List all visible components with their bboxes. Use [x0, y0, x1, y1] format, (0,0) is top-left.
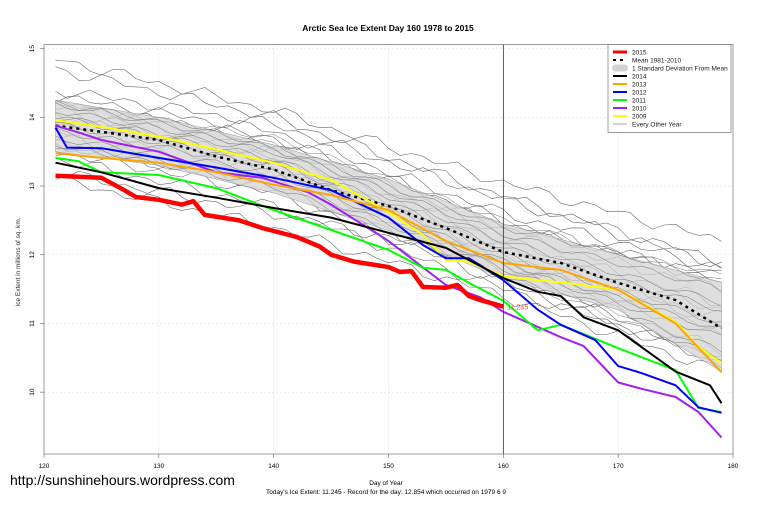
other-year-line — [55, 153, 722, 369]
y-tick-label: 15 — [29, 45, 36, 53]
x-tick-label: 130 — [153, 463, 164, 470]
legend-label: 2009 — [632, 114, 647, 121]
legend-label: 2011 — [632, 98, 646, 105]
other-year-line — [55, 89, 722, 268]
series-lines — [54, 119, 723, 439]
x-tick-label: 120 — [39, 463, 50, 470]
other-year-line — [55, 138, 722, 356]
other-year-line — [55, 95, 722, 268]
other-year-line — [55, 174, 722, 373]
y-tick-label: 13 — [29, 182, 36, 190]
y-tick-label: 12 — [29, 251, 36, 259]
series-line-2011 — [55, 156, 722, 414]
legend-label: 1 Standard Deviation From Mean — [632, 66, 728, 73]
other-year-line — [55, 102, 722, 275]
x-tick-label: 170 — [613, 463, 624, 470]
x-tick-label: 160 — [498, 463, 509, 470]
other-year-line — [55, 66, 722, 269]
series-line-2013 — [55, 152, 723, 373]
chart-title: Arctic Sea Ice Extent Day 160 1978 to 20… — [302, 23, 474, 33]
other-year-line — [55, 146, 722, 362]
y-tick-label: 14 — [29, 113, 36, 121]
legend-label: 2013 — [632, 82, 647, 89]
footnote: Today's Ice Extent: 11.245 - Record for … — [266, 489, 506, 496]
x-tick-label: 150 — [383, 463, 394, 470]
legend-swatch-band — [612, 64, 628, 72]
x-axis-label: Day of Year — [369, 480, 403, 487]
legend-box — [607, 44, 732, 133]
legend-label: Mean 1981-2010 — [632, 58, 682, 65]
legend-label: Every Other Year — [632, 122, 682, 129]
current-value-label: 11.245 — [507, 305, 528, 312]
other-year-line — [55, 112, 722, 292]
other-year-line — [55, 156, 722, 360]
y-axis-label: Ice Extent in millions of sq. km. — [15, 217, 22, 306]
axes: 120 130 140 150 160 170 180 10 11 12 13 14 15 — [29, 45, 739, 470]
legend-label: 2012 — [632, 90, 647, 97]
y-tick-label: 10 — [29, 388, 36, 396]
x-tick-label: 180 — [728, 463, 739, 470]
other-year-line — [55, 60, 722, 242]
x-tick-label: 140 — [268, 463, 279, 470]
series-line-2014 — [55, 161, 723, 404]
other-year-line — [55, 99, 722, 280]
y-tick-label: 11 — [29, 320, 36, 327]
series-line-2012 — [54, 127, 722, 414]
mean-line — [55, 124, 723, 330]
legend-label: 2010 — [632, 106, 647, 113]
legend-label: 2014 — [632, 74, 647, 81]
watermark-url: http://sunshinehours.wordpress.com — [10, 472, 235, 488]
legend-label: 2015 — [632, 50, 647, 57]
series-line-2015 — [55, 173, 504, 309]
